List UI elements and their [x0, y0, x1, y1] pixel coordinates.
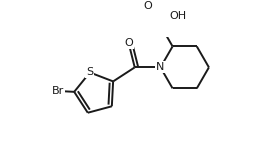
Text: S: S: [86, 67, 93, 78]
Text: Br: Br: [52, 86, 64, 96]
Text: N: N: [156, 62, 165, 72]
Text: O: O: [124, 38, 133, 48]
Text: O: O: [143, 1, 152, 10]
Text: OH: OH: [169, 11, 186, 21]
